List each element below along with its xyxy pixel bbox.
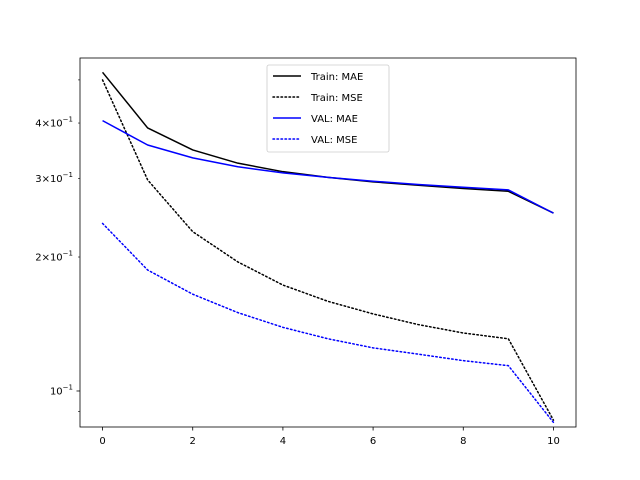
series-line-2 [102,119,554,214]
x-tick-label: 8 [460,436,466,447]
legend: Train: MAE Train: MSE VAL: MAE VAL: MSE [266,64,390,153]
y-tick-label: 10−1 [50,383,73,397]
x-tick-label: 10 [547,436,560,447]
series-line-1 [101,79,555,421]
axis-layer: 0 2 4 6 8 10 10−1 2×10−1 3×10−1 4×10−1 [35,57,577,447]
x-tick-label: 6 [370,436,376,447]
y-tick-label: 3×10−1 [35,171,73,185]
legend-box [266,64,390,153]
legend-label-0: Train: MAE [310,72,363,83]
y-tick-label: 2×10−1 [35,250,73,264]
x-tick-label: 2 [190,436,196,447]
legend-label-1: Train: MSE [310,93,363,104]
y-tick-label: 4×10−1 [35,116,73,130]
series-layer [101,71,555,424]
legend-label-2: VAL: MAE [311,114,358,125]
x-tick-label: 0 [99,436,105,447]
legend-label-3: VAL: MSE [311,135,357,146]
plot-frame [79,57,577,428]
x-tick-label: 4 [280,436,286,447]
